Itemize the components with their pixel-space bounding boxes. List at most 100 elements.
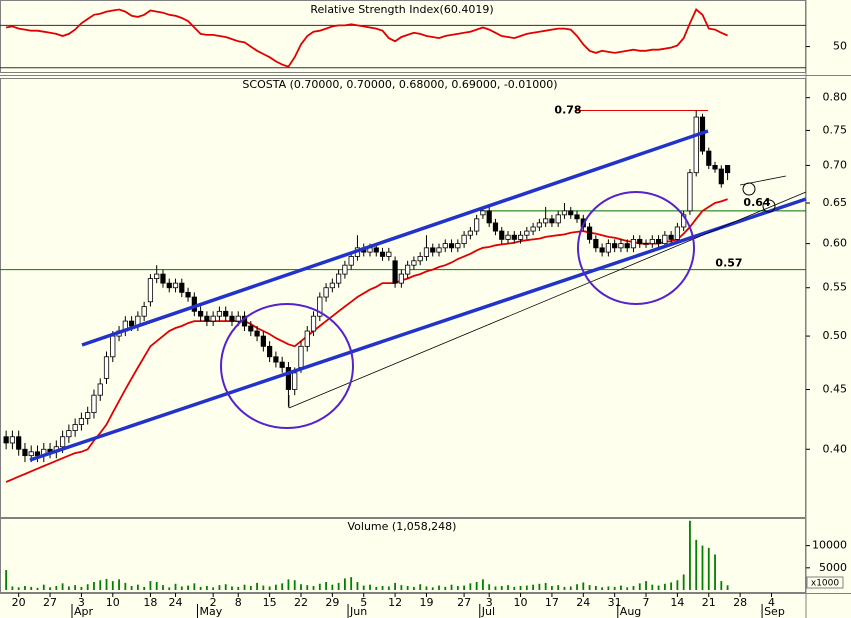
- y-tick-label: 0.50: [823, 329, 848, 342]
- candle-body: [655, 238, 662, 244]
- volume-bar: [74, 585, 77, 590]
- volume-bar: [331, 584, 334, 590]
- volume-bar: [406, 586, 409, 590]
- volume-bar: [61, 583, 64, 590]
- candle-body: [442, 243, 448, 249]
- candle-body: [668, 234, 674, 240]
- unit-box: [806, 576, 844, 589]
- candle-body: [492, 222, 499, 232]
- candle-body: [160, 273, 166, 284]
- price-title: SCOSTA (0.70000, 0.70000, 0.68000, 0.690…: [242, 78, 557, 91]
- candle-body: [423, 247, 430, 257]
- candle-body: [530, 226, 536, 232]
- candle-body: [267, 345, 273, 358]
- volume-bar: [337, 582, 340, 590]
- candle-body: [185, 291, 191, 298]
- volume-bar: [17, 587, 20, 590]
- volume-bar: [695, 539, 698, 590]
- volume-bar: [450, 584, 453, 590]
- line: [5, 8, 728, 68]
- volume-bar: [49, 587, 51, 590]
- candle-body: [543, 218, 549, 224]
- marker-circle: [762, 199, 776, 213]
- candle-body: [342, 264, 348, 275]
- volume-bar: [118, 579, 120, 590]
- y-tick-label: 50: [833, 40, 847, 53]
- month-label: Aug: [620, 605, 641, 618]
- volume-bar: [569, 586, 572, 590]
- volume-bar: [375, 586, 378, 590]
- volume-bar: [262, 585, 265, 590]
- x-tick-label: 27: [43, 596, 57, 609]
- candle-body: [693, 116, 699, 174]
- candle-body: [549, 218, 555, 224]
- volume-bar: [155, 582, 158, 590]
- candle-body: [85, 412, 91, 419]
- candle-body: [141, 306, 147, 317]
- x-tick-label: 28: [733, 596, 747, 609]
- volume-bar: [525, 585, 528, 590]
- volume-bar: [42, 584, 45, 590]
- volume-bar: [24, 586, 26, 590]
- y-tick-label: 0.40: [823, 442, 848, 455]
- volume-bar: [86, 584, 89, 590]
- candle-body: [712, 165, 718, 170]
- volume-bar: [594, 586, 597, 590]
- volume-bar: [645, 581, 647, 590]
- candle-body: [630, 238, 637, 249]
- volume-bar: [632, 586, 635, 590]
- candle-body: [260, 335, 266, 347]
- y-tick-label: 0.65: [823, 196, 848, 209]
- candle-body: [674, 226, 680, 240]
- candle-body: [59, 436, 66, 448]
- candle-body: [204, 315, 210, 322]
- volume-bar: [231, 586, 233, 590]
- volume-bar: [149, 581, 152, 590]
- volume-bar: [456, 586, 459, 590]
- volume-bar: [111, 581, 114, 590]
- volume-bar: [532, 584, 535, 590]
- x-tick-label: 8: [235, 596, 242, 609]
- volume-bar: [400, 585, 403, 590]
- y-tick-label: 10000: [812, 539, 847, 552]
- volume-bar: [488, 584, 491, 590]
- candle-body: [216, 310, 223, 317]
- x-tick-label: 3: [78, 596, 85, 609]
- volume-bar: [274, 584, 277, 590]
- volume-bar: [682, 574, 685, 590]
- volume-bar: [306, 585, 309, 590]
- candle-body: [191, 296, 197, 312]
- volume-bar: [387, 586, 390, 590]
- candle-body: [348, 256, 354, 266]
- candle-body: [179, 282, 185, 293]
- volume-bar: [168, 587, 171, 590]
- candle-body: [461, 234, 467, 244]
- x-tick-label: 20: [12, 596, 26, 609]
- x-tick-label: 15: [263, 596, 277, 609]
- volume-bar: [325, 582, 327, 590]
- candle-body: [323, 287, 329, 298]
- volume-bar: [657, 585, 660, 590]
- volume-bar: [419, 584, 422, 590]
- volume-bar: [482, 579, 484, 590]
- volume-bar: [394, 582, 396, 590]
- x-tick-label: 19: [419, 596, 433, 609]
- candle-body: [166, 282, 172, 289]
- volume-bar: [431, 587, 434, 590]
- volume-bar: [720, 581, 723, 590]
- candle-body: [9, 436, 16, 444]
- candle-body: [279, 361, 285, 368]
- volume-bar: [475, 582, 478, 590]
- candle-body: [486, 210, 492, 224]
- volume-bar: [124, 582, 127, 590]
- candle-body: [411, 260, 417, 266]
- volume-bar: [356, 582, 359, 590]
- x-tick-label: 24: [576, 596, 590, 609]
- candle-body: [373, 247, 379, 253]
- month-label: Jul: [481, 605, 495, 618]
- volume-bar: [469, 583, 472, 590]
- x-tick-label: 24: [169, 596, 183, 609]
- volume-bar: [193, 583, 196, 590]
- y-tick-label: 0.60: [823, 237, 848, 250]
